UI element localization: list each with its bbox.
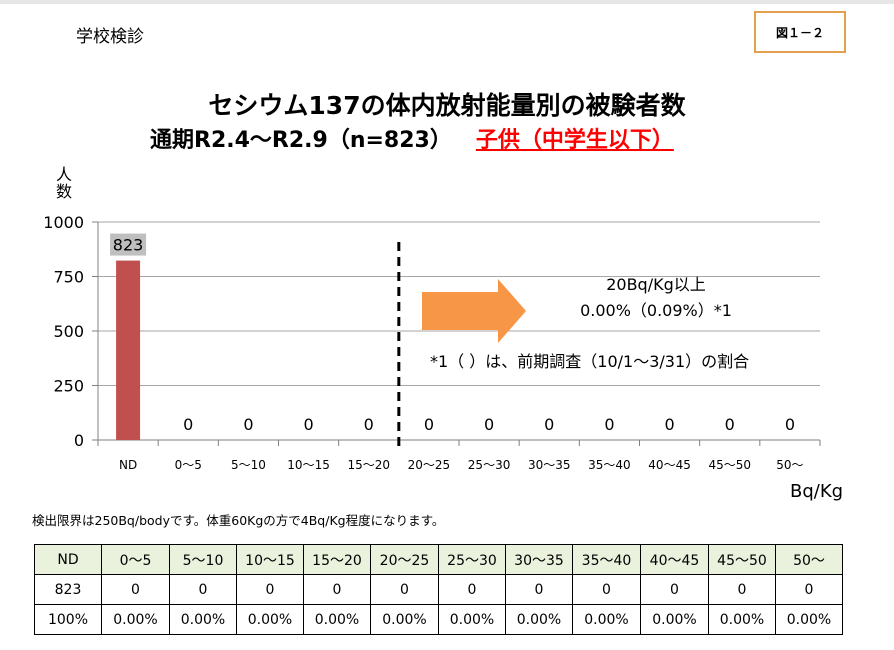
- x-tick-label: ND: [119, 458, 137, 472]
- table-cell: 10～15: [236, 544, 304, 575]
- table-cell: 35～40: [572, 544, 641, 575]
- bar-chart: 0 250 500 750 1000 ND 0～5 5～10 10～15 15～20 20～25 25…: [43, 213, 821, 472]
- table-cell: 0.00%: [438, 604, 506, 635]
- data-label: 0: [785, 415, 795, 434]
- table-cell: 45～50: [708, 544, 776, 575]
- chart-subtitle: 通期R2.4～R2.9（n=823） 子供（中学生以下）: [150, 122, 674, 154]
- table-cell: 0.00%: [640, 604, 709, 635]
- table-cell: 0.00%: [505, 604, 573, 635]
- annotation-title: 20Bq/Kg以上: [606, 275, 706, 294]
- x-tick-label: 45～50: [708, 458, 751, 472]
- data-table: ND 0～5 5～10 10～15 15～20 20～25 25～30 30～35 35～40 4…: [34, 544, 843, 635]
- table-cell: 0.00%: [775, 604, 843, 635]
- x-tick-label: 25～30: [468, 458, 511, 472]
- footnote: *1（ ）は、前期調査（10/1～3/31）の割合: [430, 352, 749, 371]
- x-tick-label: 35～40: [588, 458, 631, 472]
- x-tick-label: 40～45: [648, 458, 691, 472]
- table-header-row: ND 0～5 5～10 10～15 15～20 20～25 25～30 30～35 35～40 4…: [34, 544, 843, 575]
- x-axis-unit: Bq/Kg: [790, 481, 844, 502]
- arrow-icon: [422, 279, 526, 343]
- data-label: 0: [484, 415, 494, 434]
- data-label: 0: [604, 415, 614, 434]
- table-cell: 0～5: [101, 544, 170, 575]
- table-cell: 0.00%: [572, 604, 641, 635]
- y-tick-label: 750: [53, 268, 84, 287]
- table-cell: 5～10: [169, 544, 237, 575]
- table-cell: 0: [101, 574, 170, 605]
- table-cell: 0.00%: [370, 604, 439, 635]
- table-cell: 0: [708, 574, 776, 605]
- data-label: 0: [664, 415, 674, 434]
- data-label: 0: [725, 415, 735, 434]
- data-label: 0: [303, 415, 313, 434]
- table-cell: 0.00%: [303, 604, 371, 635]
- table-cell: 50～: [775, 544, 843, 575]
- table-cell: 0: [236, 574, 304, 605]
- table-cell: 25～30: [438, 544, 506, 575]
- bar: [116, 260, 141, 440]
- data-label: 0: [364, 415, 374, 434]
- x-tick-label: 10～15: [287, 458, 330, 472]
- y-axis-label: 人数: [55, 165, 72, 201]
- data-label: 823: [113, 236, 144, 255]
- table-row-counts: 823 0 0 0 0 0 0 0 0 0 0 0: [34, 574, 843, 605]
- table-cell: 0: [640, 574, 709, 605]
- table-cell: 0: [505, 574, 573, 605]
- y-tick-label: 0: [74, 431, 84, 450]
- x-tick-label: 50～: [776, 458, 803, 472]
- table-cell: 0.00%: [101, 604, 170, 635]
- x-tick-label: 30～35: [528, 458, 571, 472]
- detection-limit-note: 検出限界は250Bq/bodyです。体重60Kgの方で4Bq/Kg程度になります…: [32, 513, 445, 528]
- x-tick-label: 0～5: [175, 458, 202, 472]
- table-cell: 823: [34, 574, 102, 605]
- data-label: 0: [424, 415, 434, 434]
- top-border: [0, 0, 894, 4]
- x-tick-label: 20～25: [408, 458, 451, 472]
- annotation-value: 0.00%（0.09%）*1: [580, 301, 732, 320]
- chart-subtitle-highlight: 子供（中学生以下）: [475, 128, 674, 153]
- figure-label: 図１－２: [754, 11, 846, 53]
- y-tick-label: 250: [53, 377, 84, 396]
- table-cell: 15～20: [303, 544, 371, 575]
- data-label: 0: [243, 415, 253, 434]
- table-row-percents: 100% 0.00% 0.00% 0.00% 0.00% 0.00% 0.00% 0.00% 0…: [34, 604, 843, 635]
- data-label-bg: [110, 233, 147, 256]
- table-cell: 20～25: [370, 544, 439, 575]
- table-cell: 30～35: [505, 544, 573, 575]
- table-cell: 0: [572, 574, 641, 605]
- table-cell: 0.00%: [236, 604, 304, 635]
- table-cell: 100%: [34, 604, 102, 635]
- table-cell: 0: [303, 574, 371, 605]
- table-cell: 0.00%: [169, 604, 237, 635]
- y-tick-label: 500: [53, 322, 84, 341]
- table-cell: 0: [775, 574, 843, 605]
- x-tick-label: 15～20: [347, 458, 390, 472]
- table-cell: ND: [34, 544, 102, 575]
- table-cell: 0.00%: [708, 604, 776, 635]
- chart-subtitle-period: 通期R2.4～R2.9（n=823）: [150, 128, 452, 153]
- data-label: 0: [183, 415, 193, 434]
- table-cell: 0: [169, 574, 237, 605]
- y-tick-label: 1000: [43, 213, 84, 232]
- table-cell: 0: [370, 574, 439, 605]
- table-cell: 40～45: [640, 544, 709, 575]
- chart-title: セシウム137の体内放射能量別の被験者数: [208, 91, 686, 120]
- table-cell: 0: [438, 574, 506, 605]
- x-tick-label: 5～10: [231, 458, 266, 472]
- school-label: 学校検診: [76, 27, 144, 47]
- data-label: 0: [544, 415, 554, 434]
